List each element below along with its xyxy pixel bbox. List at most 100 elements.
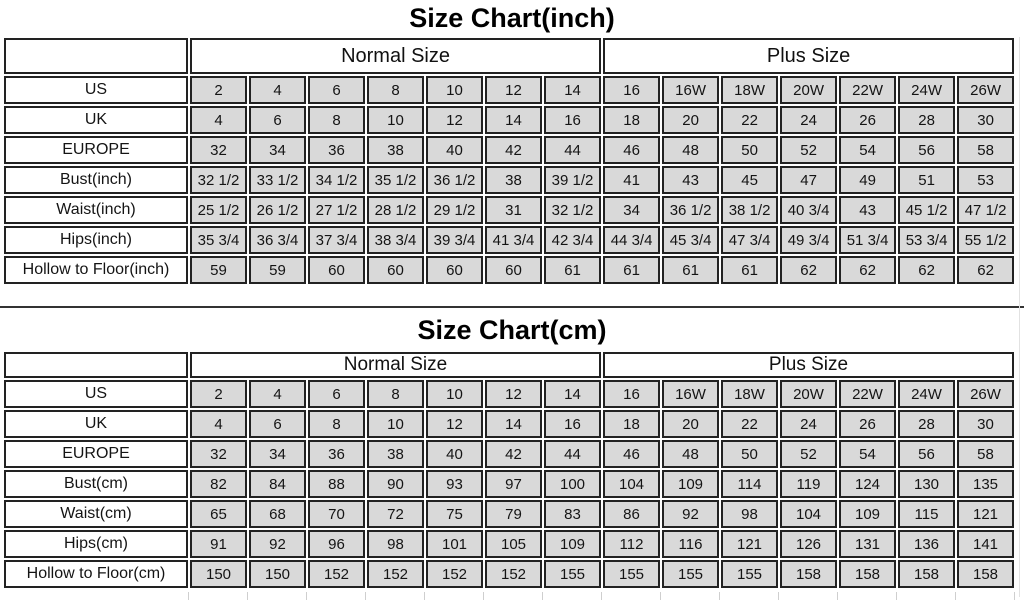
size-cell: 51	[898, 166, 956, 194]
row-label: US	[4, 380, 188, 408]
table-row: Waist(inch) 25 1/2 26 1/2 27 1/2 28 1/2 29 1/…	[4, 196, 1015, 224]
size-cell: 8	[367, 76, 424, 104]
size-cell: 109	[544, 530, 601, 558]
size-cell: 112	[603, 530, 660, 558]
size-cell: 119	[780, 470, 837, 498]
size-cell: 4	[190, 410, 247, 438]
size-cell: 24W	[898, 76, 956, 104]
size-cell: 51 3/4	[839, 226, 897, 254]
size-table-cm-body: US 2 4 6 8 10 12 14 16 16W 18W 20W 22W 24W 26W UK 4 6 8 10 1…	[4, 380, 1014, 588]
size-cell: 2	[190, 380, 247, 408]
size-cell: 36 3/4	[249, 226, 306, 254]
row-label: US	[4, 76, 188, 104]
size-cell: 6	[249, 106, 306, 134]
size-cell: 155	[721, 560, 778, 588]
size-cell: 4	[190, 106, 247, 134]
size-cell: 72	[367, 500, 424, 528]
size-cell: 28 1/2	[367, 196, 424, 224]
size-cell: 93	[426, 470, 483, 498]
size-cell: 16	[603, 380, 660, 408]
size-cell: 31	[485, 196, 542, 224]
size-cell: 25 1/2	[190, 196, 247, 224]
size-cell: 28	[898, 410, 955, 438]
size-cell: 27 1/2	[308, 196, 365, 224]
size-cell: 10	[367, 410, 424, 438]
size-cell: 158	[839, 560, 896, 588]
size-cell: 34	[603, 196, 661, 224]
size-table-inch: Normal Size Plus Size US 2 4 6 8 10 12 14 16 16W 1…	[2, 36, 1016, 286]
size-cell: 8	[308, 410, 365, 438]
size-cell: 152	[367, 560, 424, 588]
size-cell: 20	[662, 410, 719, 438]
size-cell: 14	[544, 76, 602, 104]
size-cell: 104	[780, 500, 837, 528]
table-row: Bust(inch) 32 1/2 33 1/2 34 1/2 35 1/2 36 1/2…	[4, 166, 1015, 194]
row-label: EUROPE	[4, 440, 188, 468]
size-cell: 44 3/4	[603, 226, 661, 254]
size-cell: 10	[367, 106, 424, 134]
size-cell: 158	[957, 560, 1014, 588]
size-cell: 52	[780, 136, 838, 164]
size-cell: 52	[780, 440, 837, 468]
size-cell: 84	[249, 470, 306, 498]
size-cell: 24	[780, 106, 838, 134]
size-cell: 32	[190, 440, 247, 468]
size-cell: 22	[721, 410, 778, 438]
size-cell: 2	[190, 76, 247, 104]
size-cell: 43	[839, 196, 897, 224]
size-cell: 98	[367, 530, 424, 558]
corner-cell	[4, 352, 188, 378]
size-cell: 49 3/4	[780, 226, 838, 254]
row-label: UK	[4, 410, 188, 438]
row-label: EUROPE	[4, 136, 188, 164]
row-label: Waist(cm)	[4, 500, 188, 528]
size-cell: 56	[898, 440, 955, 468]
size-cell: 42 3/4	[544, 226, 602, 254]
size-chart-cm-section: Size Chart(cm) Normal Size Plus Size US 2…	[0, 310, 1024, 590]
size-cell: 46	[603, 136, 661, 164]
row-label: Bust(cm)	[4, 470, 188, 498]
size-cell: 26W	[957, 380, 1014, 408]
size-cell: 45 1/2	[898, 196, 956, 224]
size-cell: 36	[308, 136, 365, 164]
size-cell: 56	[898, 136, 956, 164]
row-label: Hollow to Floor(cm)	[4, 560, 188, 588]
table-row: UK 4 6 8 10 12 14 16 18 20 22 24 26 28 30	[4, 410, 1014, 438]
size-cell: 62	[898, 256, 956, 284]
size-cell: 12	[426, 410, 483, 438]
size-cell: 29 1/2	[426, 196, 483, 224]
size-cell: 32 1/2	[544, 196, 602, 224]
group-header-row: Normal Size Plus Size	[4, 38, 1015, 74]
size-cell: 90	[367, 470, 424, 498]
size-cell: 61	[544, 256, 602, 284]
size-cell: 75	[426, 500, 483, 528]
size-chart-inch-section: Size Chart(inch) Normal Size Plus Size U…	[0, 0, 1024, 286]
size-cell: 24W	[898, 380, 955, 408]
size-cell: 65	[190, 500, 247, 528]
row-label: UK	[4, 106, 188, 134]
size-cell: 35 3/4	[190, 226, 247, 254]
size-cell: 20W	[780, 76, 838, 104]
size-cell: 141	[957, 530, 1014, 558]
size-cell: 131	[839, 530, 896, 558]
size-cell: 10	[426, 76, 483, 104]
size-cell: 41 3/4	[485, 226, 542, 254]
size-cell: 59	[249, 256, 306, 284]
size-cell: 22	[721, 106, 779, 134]
size-cell: 47	[780, 166, 838, 194]
size-cell: 4	[249, 380, 306, 408]
size-cell: 34	[249, 440, 306, 468]
size-cell: 30	[957, 410, 1014, 438]
normal-size-header: Normal Size	[190, 352, 601, 378]
size-cell: 155	[662, 560, 719, 588]
size-cell: 92	[662, 500, 719, 528]
size-cell: 16W	[662, 380, 719, 408]
size-cell: 70	[308, 500, 365, 528]
size-cell: 40 3/4	[780, 196, 838, 224]
corner-cell	[4, 38, 188, 74]
size-cell: 32	[190, 136, 247, 164]
size-cell: 26	[839, 106, 897, 134]
chart-title-inch: Size Chart(inch)	[409, 3, 615, 33]
size-cell: 48	[662, 440, 719, 468]
size-cell: 4	[249, 76, 306, 104]
